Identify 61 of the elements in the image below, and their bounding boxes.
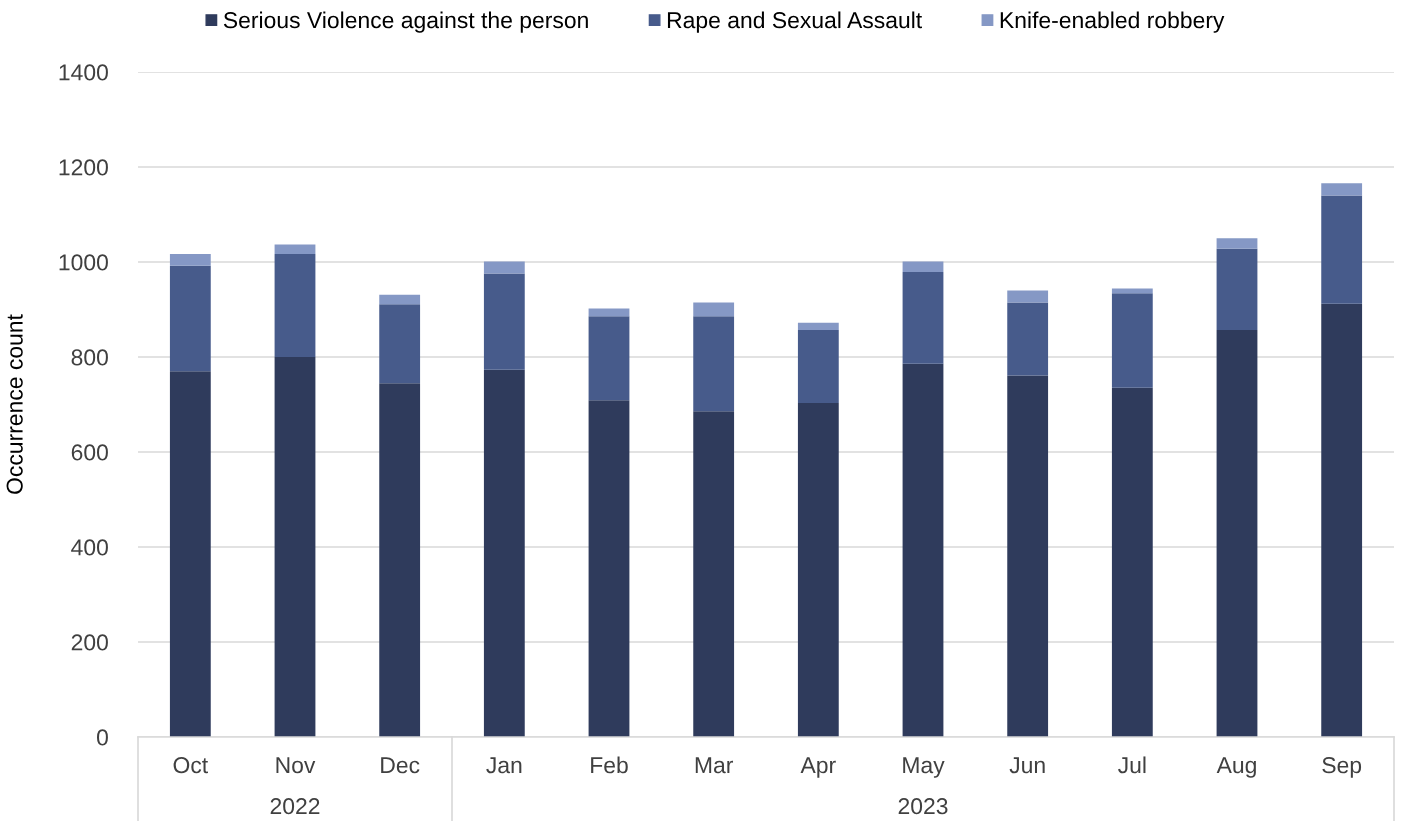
x-tick-label: Dec	[381, 757, 420, 774]
legend-label: Knife-enabled robbery	[1000, 11, 1225, 33]
y-tick-label: 1400	[59, 64, 108, 81]
y-tick-label: 800	[71, 349, 108, 366]
bar	[483, 369, 525, 737]
bar	[1111, 387, 1153, 737]
legend-label: Serious Violence against the person	[223, 11, 588, 33]
bar	[797, 329, 839, 404]
bar	[1216, 329, 1258, 737]
bar	[588, 400, 630, 737]
bar	[483, 261, 525, 274]
x-tick-label: Apr	[800, 757, 836, 778]
bar	[1007, 302, 1049, 376]
bar	[902, 271, 944, 364]
bar	[274, 357, 316, 737]
y-axis-title: Occurrence count	[6, 314, 23, 494]
bar	[797, 403, 839, 737]
x-tick-label: Oct	[173, 757, 208, 774]
legend-label: Rape and Sexual Assault	[667, 11, 922, 33]
bar	[902, 261, 944, 272]
x-tick-label: May	[903, 757, 945, 778]
y-tick-label: 400	[71, 539, 108, 556]
text: 2022	[270, 798, 320, 815]
x-tick-label: Jul	[1118, 756, 1146, 774]
x-tick-label: Jun	[1009, 757, 1045, 774]
bar	[379, 383, 421, 737]
bar	[797, 322, 839, 330]
y-tick-label: 1000	[59, 254, 108, 271]
bar	[693, 411, 735, 737]
bar	[588, 316, 630, 401]
bar	[1216, 248, 1258, 330]
bar	[693, 302, 735, 317]
bar	[379, 294, 421, 305]
x-tick-label: Nov	[276, 757, 316, 774]
x-tick-label: Mar	[695, 757, 734, 774]
bar	[169, 253, 211, 266]
y-tick-label: 0	[96, 729, 108, 746]
x-tick-label: Aug	[1216, 757, 1256, 778]
bar	[274, 244, 316, 254]
bar	[693, 316, 735, 412]
bar	[169, 371, 211, 737]
bar	[1321, 195, 1363, 304]
x-tick-label: Sep	[1322, 757, 1362, 778]
bar	[1321, 303, 1363, 737]
y-tick-label: 600	[71, 444, 108, 461]
bar	[274, 253, 316, 357]
bar	[483, 273, 525, 370]
y-tick-label: 1200	[59, 159, 108, 176]
bar	[1007, 290, 1049, 303]
bar	[1216, 238, 1258, 249]
bar	[1321, 183, 1363, 196]
text: 2023	[898, 798, 948, 815]
y-tick-label: 200	[71, 634, 108, 651]
bar	[902, 363, 944, 737]
bar	[1111, 293, 1153, 388]
bar	[1007, 375, 1049, 737]
bar	[379, 304, 421, 384]
x-tick-label: Jan	[486, 757, 522, 774]
bar	[169, 265, 211, 372]
x-tick-label: Feb	[591, 756, 628, 774]
bar	[588, 308, 630, 317]
